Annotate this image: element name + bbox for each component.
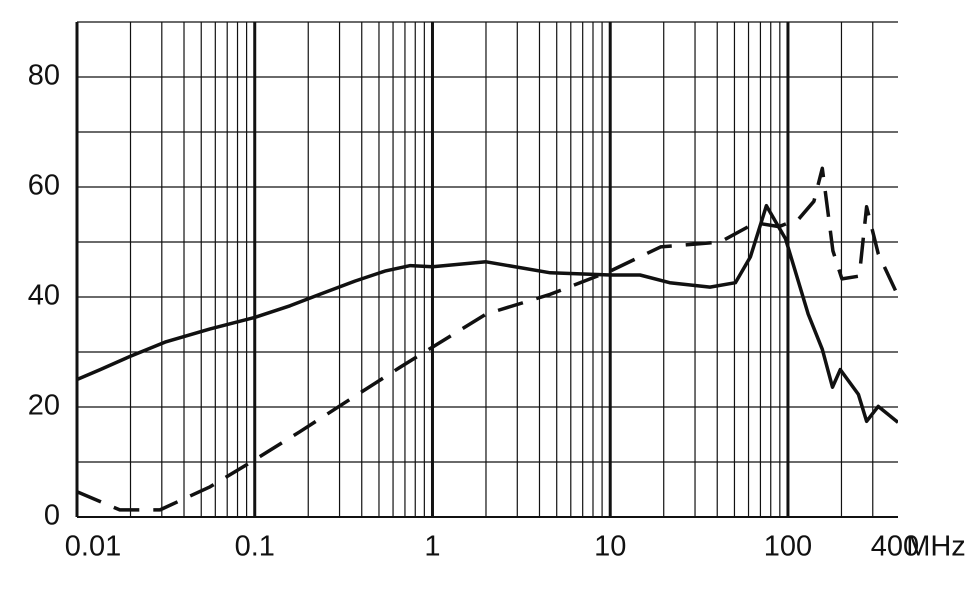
x-tick-label: 100 — [764, 531, 812, 563]
x-axis-unit: MHz — [906, 531, 966, 563]
y-tick-label: 80 — [28, 60, 60, 92]
y-tick-label: 0 — [44, 500, 60, 532]
y-tick-label: 40 — [28, 280, 60, 312]
x-tick-label: 400 — [871, 531, 919, 563]
y-tick-label: 60 — [28, 170, 60, 202]
y-tick-label: 20 — [28, 390, 60, 422]
x-tick-label: 0.1 — [235, 531, 275, 563]
x-tick-label: 1 — [424, 531, 440, 563]
plot-area — [77, 166, 898, 512]
line-series — [77, 203, 898, 424]
line-series — [77, 166, 898, 512]
x-tick-label: 10 — [594, 531, 626, 563]
x-tick-label: 0.01 — [65, 531, 121, 563]
